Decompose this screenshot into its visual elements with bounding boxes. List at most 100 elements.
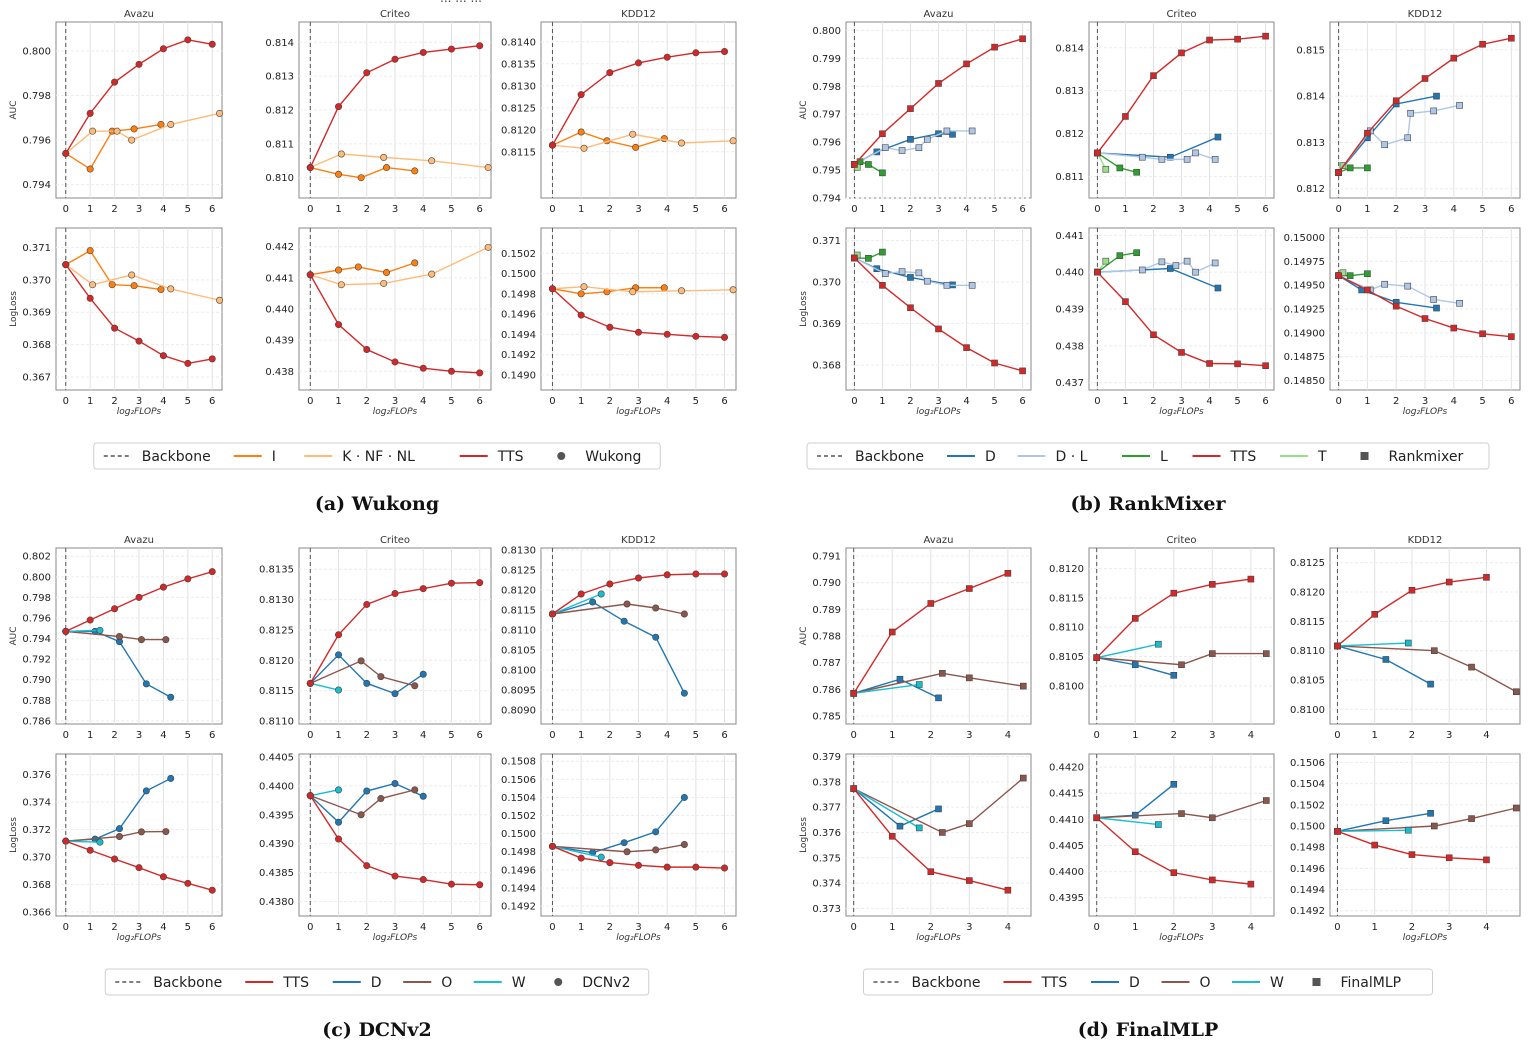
legend-label: W (1270, 975, 1284, 991)
data-point-w (1404, 639, 1412, 647)
x-tick-label: 3 (635, 204, 641, 215)
data-point-o (1468, 663, 1475, 671)
x-tick-label: 1 (578, 204, 584, 215)
data-point-tts (208, 568, 216, 576)
data-point-o (137, 828, 145, 836)
data-point-tts (391, 358, 399, 366)
y-tick-label: 0.1494 (501, 883, 536, 894)
x-tick-label: 3 (1178, 396, 1184, 407)
y-tick-label: 0.790 (22, 675, 51, 686)
data-point-knfnl (216, 296, 224, 304)
x-tick-label: 1 (578, 730, 584, 741)
y-axis-label: LogLoss (9, 817, 19, 853)
data-point-tts (306, 271, 314, 279)
series-line-o (1337, 807, 1517, 832)
data-point-tts (991, 359, 998, 367)
data-point-d (115, 825, 123, 833)
x-tick-label: 1 (879, 204, 885, 215)
data-point-knfnl (216, 109, 224, 117)
x-tick-label: 0 (549, 396, 555, 407)
data-point-tts (1450, 54, 1458, 62)
x-tick-label: 0 (307, 730, 313, 741)
x-tick-label: 1 (1132, 730, 1138, 741)
data-point-knfnl (629, 130, 637, 138)
data-point-i (335, 266, 343, 274)
data-point-tts (1170, 589, 1178, 597)
data-point-o (1512, 688, 1520, 696)
x-axis-label: log₂FLOPs (616, 407, 661, 417)
y-tick-label: 0.797 (812, 110, 841, 121)
y-tick-label: 0.437 (1055, 378, 1084, 389)
data-point-o (1431, 822, 1438, 830)
data-point-d (680, 689, 688, 697)
data-point-tts (1392, 97, 1400, 105)
data-point-tts (447, 367, 455, 375)
data-point-tts (692, 863, 700, 871)
x-tick-label: 5 (693, 922, 699, 933)
data-point-d (949, 131, 956, 138)
x-tick-label: 4 (420, 730, 426, 741)
data-point-knfnl (380, 153, 388, 161)
x-tick-label: 0 (851, 204, 857, 215)
legend-swatch-marker (1360, 452, 1369, 460)
x-tick-label: 3 (392, 396, 398, 407)
y-tick-label: 0.8130 (501, 546, 536, 557)
data-point-tts (1450, 324, 1458, 332)
data-point-tts (606, 580, 614, 588)
data-point-tts (335, 835, 343, 843)
data-point-dl (1211, 259, 1219, 267)
x-tick-label: 5 (448, 730, 454, 741)
plot-area (845, 753, 1032, 917)
data-point-tts (135, 593, 143, 601)
y-tick-label: 0.8135 (501, 59, 536, 70)
data-point-tts (363, 69, 371, 77)
y-tick-label: 0.1504 (1290, 779, 1325, 790)
data-point-knfnl (428, 157, 436, 165)
data-point-tts (1004, 886, 1012, 894)
data-point-d (419, 670, 427, 678)
legend-swatch-marker (557, 452, 566, 460)
y-tick-label: 0.8110 (501, 626, 536, 637)
x-tick-label: 4 (1451, 396, 1457, 407)
x-tick-label: 2 (928, 922, 934, 933)
y-tick-label: 0.1506 (501, 775, 536, 786)
data-point-tts (476, 579, 484, 587)
y-tick-label: 0.1496 (501, 310, 536, 321)
data-point-i (411, 259, 419, 267)
x-tick-label: 2 (111, 396, 117, 407)
data-point-d (935, 694, 942, 702)
legend-finalmlp: Backbone TTS D O W FinalMLP (863, 968, 1433, 996)
panel-finalmlp-kdd12: 0 1 2 3 4 0.8100 0.8105 0.8110 0.8115 0.8120 0.812… (1290, 535, 1521, 741)
x-tick-label: 0 (549, 922, 555, 933)
y-tick-label: 0.1496 (501, 865, 536, 876)
data-point-tts (1262, 32, 1269, 40)
panel-title: Avazu (924, 9, 954, 20)
data-point-o (680, 841, 688, 849)
data-point-i (108, 281, 116, 289)
data-point-tts (335, 631, 343, 639)
y-axis-label: LogLoss (9, 291, 19, 327)
y-tick-label: 0.8115 (501, 147, 536, 158)
x-tick-label: 0 (1094, 922, 1100, 933)
data-point-d (419, 792, 427, 800)
series-line-o (853, 672, 1024, 695)
data-point-tts (1094, 268, 1101, 276)
data-point-tts (577, 590, 585, 598)
data-point-d (652, 633, 660, 641)
data-point-d (363, 679, 371, 687)
x-tick-label: 4 (1005, 730, 1011, 741)
y-tick-label: 0.8110 (259, 716, 294, 727)
x-tick-label: 1 (87, 396, 93, 407)
y-tick-label: 0.800 (812, 26, 841, 37)
y-tick-label: 0.796 (22, 136, 51, 147)
data-point-l (1116, 252, 1124, 259)
data-point-tts (721, 47, 729, 55)
x-tick-label: 3 (1178, 204, 1184, 215)
y-tick-label: 0.8125 (259, 625, 294, 636)
data-point-knfnl (580, 144, 588, 152)
data-point-tts (86, 846, 94, 854)
y-tick-label: 0.4410 (1049, 815, 1084, 826)
y-tick-label: 0.813 (1055, 86, 1084, 97)
data-point-d (907, 136, 914, 143)
data-point-dl (915, 269, 923, 277)
